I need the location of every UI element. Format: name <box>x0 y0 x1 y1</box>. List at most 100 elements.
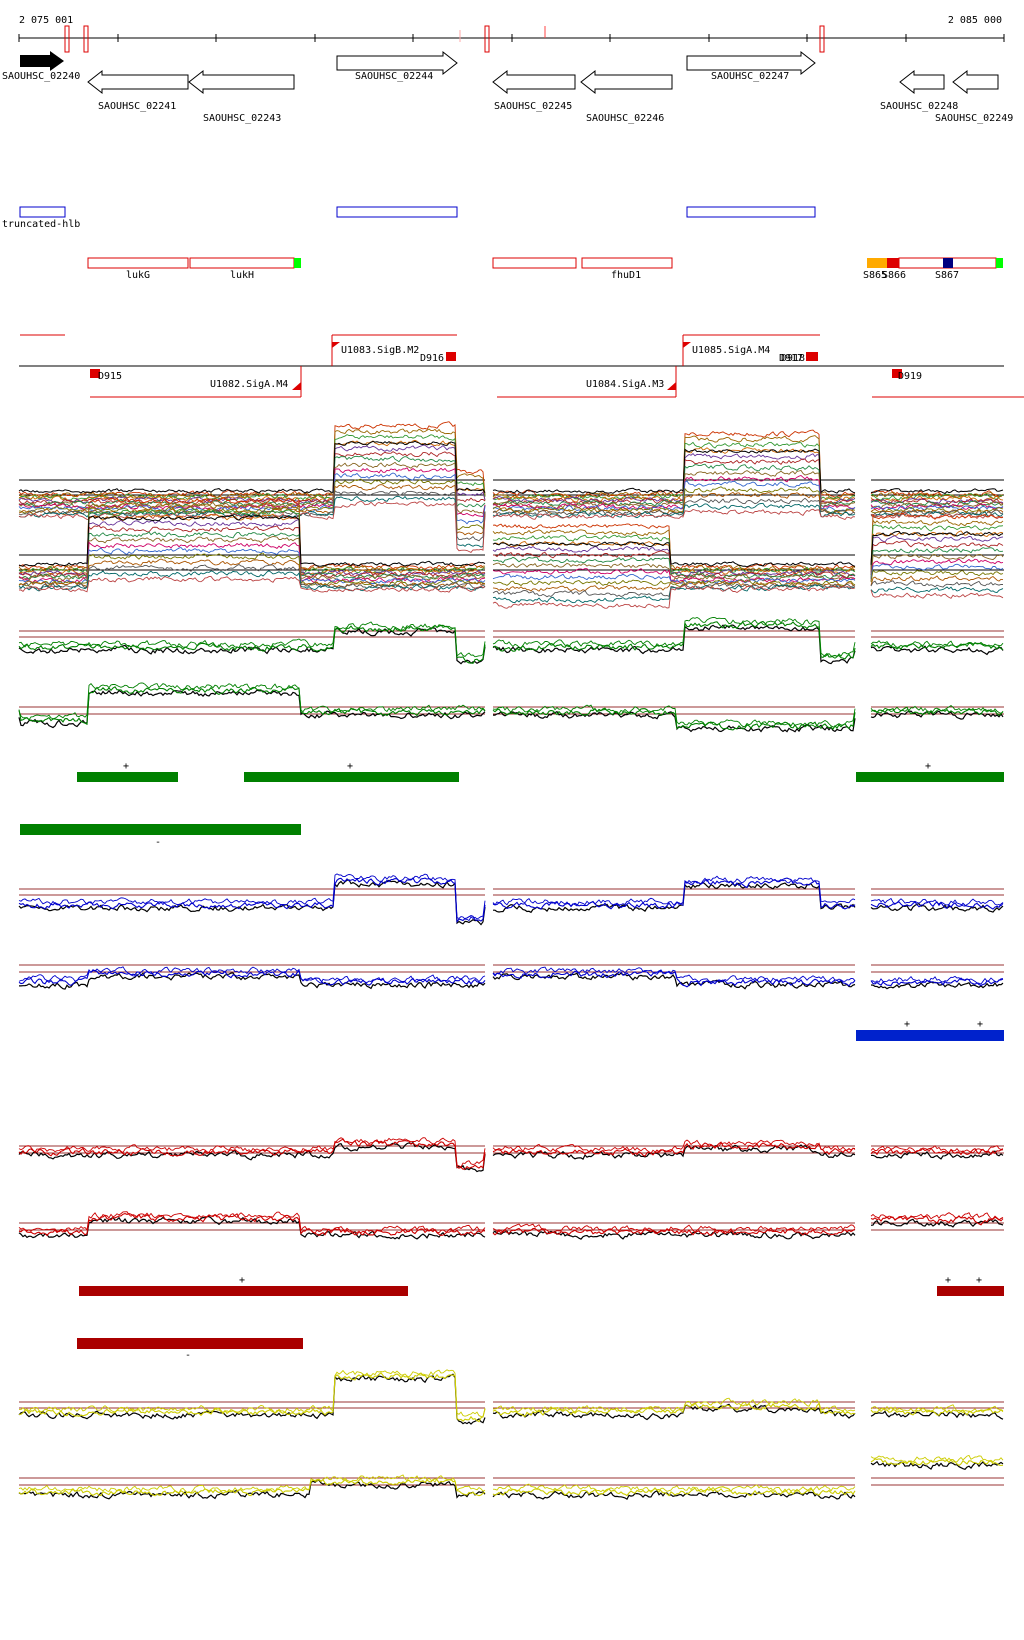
green-segment-bar[interactable] <box>77 772 178 782</box>
promoter-label[interactable]: U1084.SigA.M3 <box>586 379 664 390</box>
gene-arrow-saouhsc-02244[interactable] <box>336 50 458 76</box>
d-feature-label[interactable]: D915 <box>98 371 122 382</box>
s-feature-s867[interactable] <box>943 258 953 268</box>
signal-trace <box>492 474 856 511</box>
signal-trace <box>19 1369 486 1418</box>
signal-trace <box>492 1397 856 1414</box>
signal-trace <box>870 706 1004 716</box>
blue-feature[interactable] <box>336 206 458 218</box>
red-feature-lukg[interactable] <box>87 257 189 269</box>
signal-trace <box>870 512 1004 566</box>
gene-label: SAOUHSC_02246 <box>586 113 664 124</box>
signal-trace <box>870 977 1004 987</box>
signal-trace <box>493 710 856 733</box>
signal-trace <box>492 1139 856 1154</box>
multi-expression-track-1 <box>18 421 1004 553</box>
red-feature-track: lukG lukH fhuD1 S865 S866 S867 <box>87 257 1003 281</box>
green-segment-bar[interactable] <box>20 824 301 835</box>
signal-trace <box>493 881 856 914</box>
segment-minus-mark: - <box>155 837 161 848</box>
gene-arrow-saouhsc-02247[interactable] <box>686 50 816 76</box>
red-feature-label: lukG <box>126 270 150 281</box>
red-feature[interactable] <box>492 257 577 269</box>
signal-trace <box>492 624 856 665</box>
signal-trace <box>870 1454 1004 1464</box>
red-segment-bar[interactable] <box>937 1286 1004 1296</box>
ruler-ticks <box>18 34 1005 42</box>
signal-trace <box>870 1150 1004 1160</box>
signal-trace <box>492 1489 856 1501</box>
gene-arrow-saouhsc-02245[interactable] <box>492 69 576 95</box>
signal-trace <box>870 547 1004 578</box>
signal-trace <box>870 540 1004 576</box>
segment-plus-mark: + <box>904 1019 910 1030</box>
signal-trace <box>492 704 856 728</box>
signal-trace <box>18 570 486 592</box>
signal-trace <box>19 576 486 593</box>
promoter-label[interactable]: U1082.SigA.M4 <box>210 379 288 390</box>
signal-trace <box>492 1144 856 1160</box>
signal-trace <box>492 1486 856 1497</box>
d-feature-label[interactable]: D918 <box>781 353 805 364</box>
signal-trace <box>870 1410 1004 1420</box>
signal-trace <box>492 616 856 659</box>
signal-trace <box>492 1141 856 1157</box>
signal-trace <box>492 502 856 519</box>
signal-trace <box>870 563 1004 580</box>
s-feature-label: S866 <box>882 270 906 281</box>
signal-trace <box>870 503 1004 511</box>
gene-arrow-saouhsc-02248[interactable] <box>899 69 945 95</box>
signal-trace <box>18 1211 486 1234</box>
signal-trace <box>18 513 486 576</box>
promoter-label[interactable]: U1083.SigB.M2 <box>341 345 419 356</box>
d-feature-label[interactable]: D917 <box>779 353 803 364</box>
gene-arrow-saouhsc-02243[interactable] <box>188 69 295 95</box>
blue-segment-bar[interactable] <box>856 1030 1004 1041</box>
gene-label: SAOUHSC_02244 <box>355 71 433 82</box>
gene-arrow-saouhsc-02240[interactable] <box>20 51 64 71</box>
signal-trace <box>18 541 486 584</box>
signal-trace <box>492 1223 856 1234</box>
signal-trace <box>870 530 1004 565</box>
blue-feature-truncated-hlb[interactable] <box>19 206 66 218</box>
promoter-flag <box>683 342 691 348</box>
blue-feature[interactable] <box>686 206 816 218</box>
red-feature-lukh[interactable] <box>189 257 295 269</box>
promoter-flag <box>292 382 301 390</box>
d-feature-label[interactable]: D919 <box>898 371 922 382</box>
segment-plus-mark: + <box>945 1275 951 1286</box>
gene-arrow-saouhsc-02249[interactable] <box>952 69 999 95</box>
gene-label: SAOUHSC_02245 <box>494 101 572 112</box>
signal-trace <box>870 705 1004 714</box>
promoter-label[interactable]: U1085.SigA.M4 <box>692 345 770 356</box>
d-feature-label[interactable]: D916 <box>420 353 444 364</box>
signal-trace <box>492 568 856 584</box>
gene-label: SAOUHSC_02241 <box>98 101 176 112</box>
segment-plus-mark: + <box>347 761 353 772</box>
signal-trace <box>18 546 486 585</box>
signal-trace <box>870 975 1004 985</box>
signal-trace <box>18 873 486 922</box>
gene-label: SAOUHSC_02243 <box>203 113 281 124</box>
gene-arrow-saouhsc-02241[interactable] <box>87 69 189 95</box>
signal-trace <box>492 1402 856 1418</box>
s-feature-s866[interactable] <box>887 258 899 268</box>
red-feature-fhud1[interactable] <box>581 257 673 269</box>
signal-trace <box>18 440 486 494</box>
end-coordinate-label: 2 085 000 <box>948 15 1002 26</box>
signal-trace <box>492 584 856 609</box>
red-segment-bar[interactable] <box>77 1338 303 1349</box>
red-expression-track-plus <box>18 1137 1004 1173</box>
signal-trace <box>492 534 856 574</box>
green-segment-bar[interactable] <box>856 772 1004 782</box>
promoter-track: U1083.SigB.M2 U1085.SigA.M4 D916 D917 D9… <box>19 334 1024 398</box>
gene-arrow-saouhsc-02246[interactable] <box>580 69 673 95</box>
red-segment-bar[interactable] <box>79 1286 408 1296</box>
s-feature-s865[interactable] <box>867 258 887 268</box>
signal-trace <box>870 569 1004 583</box>
signal-trace <box>18 536 486 583</box>
signal-trace <box>870 553 1004 580</box>
green-segment-bar[interactable] <box>244 772 459 782</box>
red-expression-track-minus <box>18 1211 1004 1240</box>
